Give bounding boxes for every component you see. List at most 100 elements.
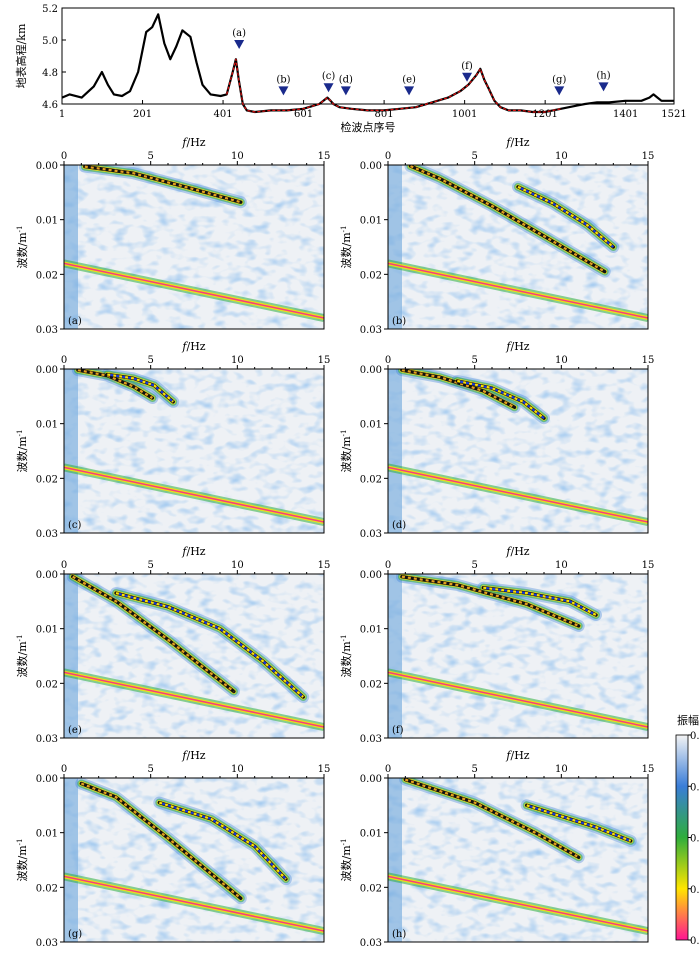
- panel-ylabel: 波数/m-1: [16, 839, 29, 882]
- colorbar-tick-label: 0.1: [690, 731, 700, 742]
- lower-band-peak: [388, 671, 648, 728]
- panel-texture: [388, 778, 648, 942]
- elevation-marker-triangle: [598, 82, 609, 92]
- elevation-marker-label: (h): [596, 70, 610, 81]
- panel-x-tick-label: 15: [642, 151, 655, 162]
- panel-y-tick-label: 0.01: [36, 420, 58, 431]
- elevation-x-tick-label: 1401: [613, 109, 638, 120]
- elevation-chart: 地表高程/km 检波点序号 1 201 401 601 801 1001 1201 1401 1…: [14, 4, 687, 134]
- panel-y-tick-label: 0.02: [360, 270, 382, 281]
- panel-frame: [387, 777, 649, 943]
- spectrum-panel: 0 5 10 15 f/Hz 0.00 0.01 0.02 0.03 波数/m-1 (b): [340, 136, 654, 336]
- panel-x-tick-label: 0: [385, 151, 391, 162]
- panel-x-tick-label: 10: [231, 560, 244, 571]
- panel-y-tick-label: 0.00: [36, 161, 58, 172]
- panel-frame: [63, 368, 325, 534]
- panel-xlabel-unit: /Hz: [510, 545, 529, 558]
- panel-x-tick-label: 10: [555, 560, 568, 571]
- panel-xlabel-unit: /Hz: [186, 545, 205, 558]
- spectrum-panel: 0 5 10 15 f/Hz 0.00 0.01 0.02 0.03 波数/m-1 (e): [16, 545, 330, 745]
- lower-band-peak: [64, 466, 324, 523]
- elevation-x-tick-label: 1201: [532, 109, 557, 120]
- higher-curve-dash: [115, 592, 304, 698]
- elevation-line: [61, 13, 674, 114]
- elevation-marker-label: (b): [276, 74, 290, 85]
- panel-label: (h): [392, 929, 406, 940]
- panel-xlabel-unit: /Hz: [186, 136, 205, 149]
- panel-x-tick-label: 15: [642, 560, 655, 571]
- panel-xlabel-f: f: [505, 340, 512, 353]
- higher-curve-blue-dash: [158, 801, 287, 880]
- panel-xlabel-unit: /Hz: [510, 136, 529, 149]
- elevation-marker-label: (c): [322, 71, 336, 82]
- higher-curve-dash: [107, 373, 174, 403]
- panel-x-tick-label: 5: [147, 764, 153, 775]
- panel-ylabel-main: 波数/m: [16, 845, 29, 882]
- fundamental-curve-dash: [77, 369, 153, 399]
- elevation-y-tick-label: 4.8: [42, 68, 58, 79]
- panel-x-tick-label: 15: [642, 764, 655, 775]
- panel-y-tick-label: 0.02: [36, 679, 58, 690]
- panel-ylabel-main: 波数/m: [340, 845, 353, 882]
- panel-y-tick-label: 0.03: [36, 529, 58, 540]
- panel-content: [64, 574, 324, 738]
- panel-x-tick-label: 10: [555, 355, 568, 366]
- panel-y-tick-label: 0.02: [36, 883, 58, 894]
- panel-texture: [388, 165, 648, 329]
- panel-content: [388, 574, 648, 738]
- panel-x-tick-label: 10: [231, 151, 244, 162]
- panel-ylabel: 波数/m-1: [340, 226, 353, 269]
- panel-x-tick-label: 15: [318, 560, 331, 571]
- lower-band-peak: [388, 262, 648, 319]
- panel-ylabel-main: 波数/m: [340, 641, 353, 678]
- panel-ylabel-sup: -1: [16, 430, 24, 437]
- panel-xlabel-f: f: [181, 749, 188, 762]
- panel-y-tick-label: 0.02: [360, 474, 382, 485]
- panel-ylabel-main: 波数/m: [16, 436, 29, 473]
- elevation-red-overlay: [226, 58, 562, 113]
- elevation-marker-triangle: [340, 86, 351, 96]
- panel-ylabel: 波数/m-1: [340, 430, 353, 473]
- panel-y-tick-label: 0.01: [36, 216, 58, 227]
- elevation-y-tick-label: 5.0: [42, 36, 58, 47]
- elevation-marker-triangle: [278, 86, 289, 96]
- elevation-marker-label: (f): [461, 61, 473, 72]
- panel-ylabel-main: 波数/m: [16, 641, 29, 678]
- panel-xlabel-f: f: [181, 545, 188, 558]
- panel-y-tick-label: 0.00: [36, 365, 58, 376]
- panel-x-tick-label: 15: [318, 151, 331, 162]
- higher-curve-dash: [526, 804, 632, 842]
- panel-y-tick-label: 0.00: [36, 570, 58, 581]
- elevation-y-tick-label: 4.6: [42, 100, 58, 111]
- panel-lowfreq-band: [388, 165, 402, 329]
- panel-frame: [63, 777, 325, 943]
- spectrum-panel: 0 5 10 15 f/Hz 0.00 0.01 0.02 0.03 波数/m-1 (g): [16, 749, 330, 949]
- panel-xlabel: f/Hz: [505, 749, 529, 762]
- panel-y-tick-label: 0.00: [360, 570, 382, 581]
- panel-lowfreq-band: [64, 165, 78, 329]
- colorbar-gradient: [675, 734, 689, 941]
- panel-xlabel-f: f: [181, 340, 188, 353]
- panel-label: (d): [392, 520, 406, 531]
- higher-curve-dash: [483, 586, 597, 616]
- panel-label: (f): [392, 725, 404, 736]
- panel-x-tick-label: 0: [385, 355, 391, 366]
- elevation-y-tick-label: 5.2: [42, 4, 58, 15]
- panel-x-tick-label: 15: [318, 355, 331, 366]
- panel-ylabel-sup: -1: [16, 226, 24, 233]
- panel-y-tick-label: 0.03: [36, 938, 58, 949]
- panel-content: [64, 165, 324, 329]
- fundamental-curve-dash: [72, 575, 235, 693]
- spectrum-panel: 0 5 10 15 f/Hz 0.00 0.01 0.02 0.03 波数/m-1 (a): [16, 136, 330, 336]
- panel-y-tick-label: 0.03: [360, 529, 382, 540]
- panel-ylabel: 波数/m-1: [16, 226, 29, 269]
- elevation-marker-triangle: [323, 83, 334, 93]
- elevation-marker-triangle: [462, 72, 473, 82]
- elevation-x-tick-label: 1001: [452, 109, 477, 120]
- panel-xlabel-f: f: [505, 749, 512, 762]
- panel-x-tick-label: 0: [385, 764, 391, 775]
- colorbar-tick-label: 0.3: [690, 782, 700, 793]
- panel-ylabel: 波数/m-1: [340, 635, 353, 678]
- panel-y-tick-label: 0.02: [36, 270, 58, 281]
